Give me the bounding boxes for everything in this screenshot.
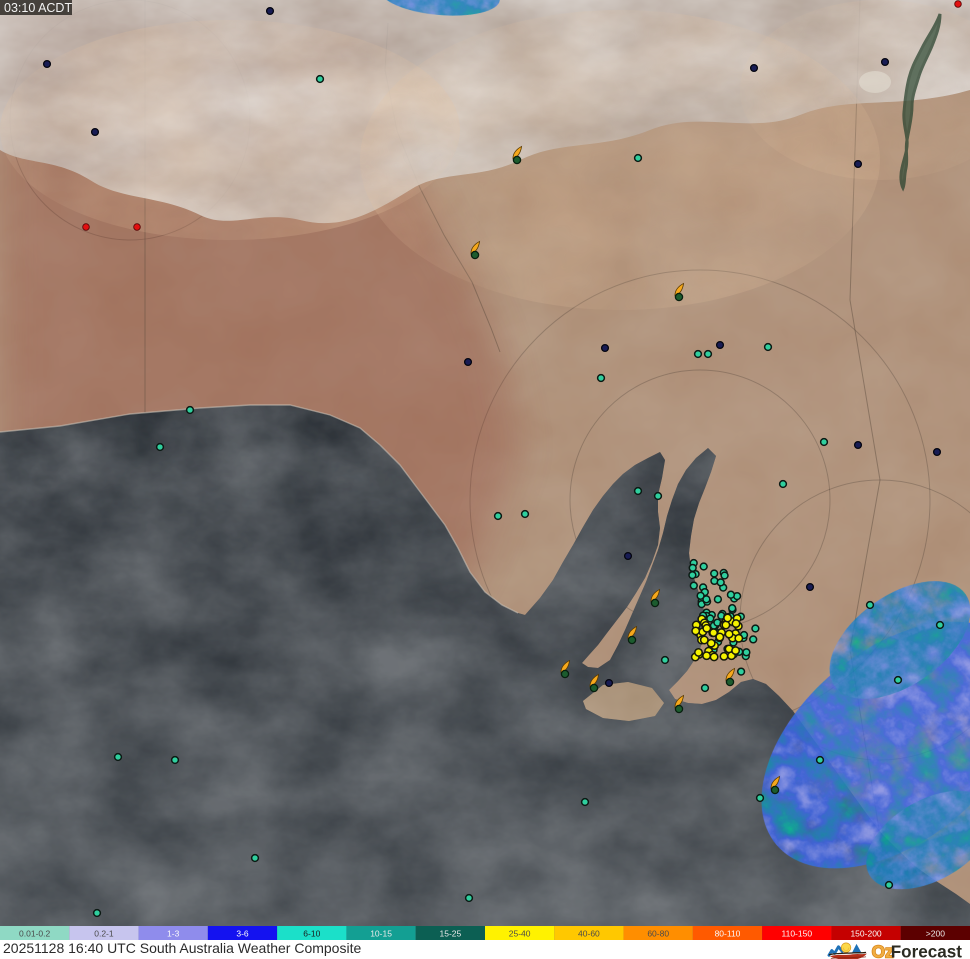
svg-text:15-25: 15-25 bbox=[439, 929, 461, 939]
svg-text:60-80: 60-80 bbox=[647, 929, 669, 939]
svg-text:0.01-0.2: 0.01-0.2 bbox=[19, 929, 50, 939]
svg-text:03:10 ACDT: 03:10 ACDT bbox=[4, 1, 72, 15]
svg-text:25-40: 25-40 bbox=[509, 929, 531, 939]
svg-text:3-6: 3-6 bbox=[236, 929, 249, 939]
svg-text:10-15: 10-15 bbox=[370, 929, 392, 939]
svg-text:0.2-1: 0.2-1 bbox=[94, 929, 114, 939]
svg-text:40-60: 40-60 bbox=[578, 929, 600, 939]
svg-text:Forecast: Forecast bbox=[891, 943, 963, 959]
svg-text:20251128 16:40 UTC South Austr: 20251128 16:40 UTC South Australia Weath… bbox=[3, 940, 361, 956]
svg-text:6-10: 6-10 bbox=[303, 929, 320, 939]
svg-text:1-3: 1-3 bbox=[167, 929, 180, 939]
svg-text:110-150: 110-150 bbox=[782, 929, 813, 939]
svg-text:80-110: 80-110 bbox=[715, 929, 741, 939]
svg-text:>200: >200 bbox=[926, 929, 945, 939]
svg-text:150-200: 150-200 bbox=[850, 929, 881, 939]
